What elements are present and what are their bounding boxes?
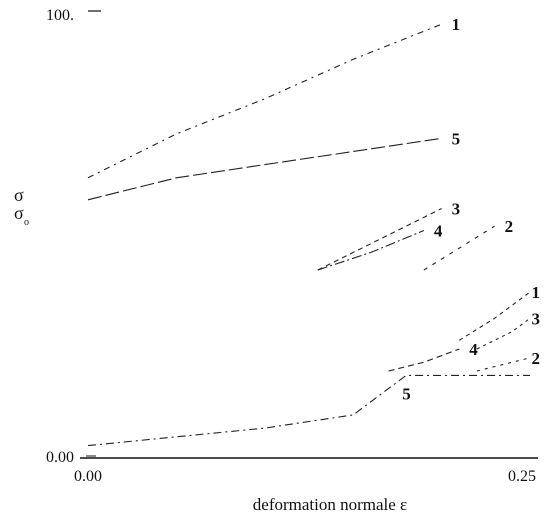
y-axis-label-sigma: σ bbox=[14, 185, 24, 205]
curve-label-3: 3 bbox=[452, 200, 461, 219]
series-line-8 bbox=[388, 348, 460, 372]
tick-labels: 0.00 0.25 0.00 100. bbox=[46, 7, 536, 485]
curve-label-8: 4 bbox=[469, 340, 478, 359]
x-tick-label: 0.00 bbox=[74, 468, 102, 485]
curve-label-6: 1 bbox=[532, 283, 541, 302]
y-axis-label-subscript: o bbox=[24, 217, 29, 228]
x-tick-label: 0.25 bbox=[508, 468, 536, 485]
axes bbox=[80, 10, 538, 459]
series-line-4 bbox=[317, 229, 425, 271]
curve-label-7: 3 bbox=[532, 309, 541, 328]
curve-label-10: 5 bbox=[402, 384, 411, 403]
series-line-1 bbox=[87, 23, 442, 179]
series-line-2 bbox=[87, 137, 442, 201]
curve-label-5: 2 bbox=[505, 217, 514, 236]
series-line-7 bbox=[476, 317, 531, 350]
x-axis-label: deformation normale ε bbox=[253, 495, 407, 514]
series-line-5 bbox=[423, 225, 495, 271]
series-layer bbox=[87, 23, 531, 447]
curve-label-4: 4 bbox=[434, 222, 443, 241]
curve-label-2: 5 bbox=[452, 129, 461, 148]
series-line-10 bbox=[87, 374, 530, 447]
y-tick-label: 0.00 bbox=[46, 449, 74, 466]
y-tick-label: 100. bbox=[46, 7, 74, 24]
series-line-6 bbox=[459, 291, 531, 341]
series-line-3 bbox=[317, 208, 442, 271]
curve-label-9: 2 bbox=[532, 349, 541, 368]
series-line-9 bbox=[476, 357, 531, 372]
y-axis-label-sigma-zero: σ bbox=[14, 203, 24, 223]
curve-label-1: 1 bbox=[452, 15, 461, 34]
